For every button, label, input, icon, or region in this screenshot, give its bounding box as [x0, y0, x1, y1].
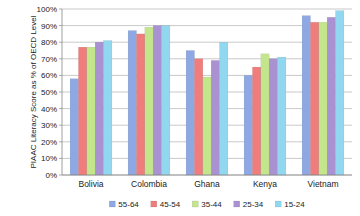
legend-label: 55-64 [118, 200, 139, 209]
bar [252, 67, 260, 175]
tick-label: 10% [41, 154, 57, 163]
tick-label: 90% [41, 22, 57, 31]
bar [269, 59, 277, 175]
bar [319, 22, 327, 175]
tick-mark [59, 158, 62, 159]
bar [310, 22, 318, 175]
tick-label: 100% [37, 5, 57, 14]
bar [203, 77, 211, 175]
legend-label: 45-54 [160, 200, 181, 209]
bar [336, 11, 344, 175]
legend-swatch [234, 201, 240, 207]
legend: 55-64 45-54 35-44 25-34 15-24 [109, 200, 305, 209]
legend-swatch [109, 201, 115, 207]
bar [211, 60, 219, 175]
bar [70, 79, 78, 175]
legend-swatch [151, 201, 157, 207]
bar [136, 34, 144, 175]
tick-mark [59, 92, 62, 93]
bar [194, 59, 202, 175]
bar [128, 31, 136, 175]
bar [153, 26, 161, 175]
bar [78, 47, 86, 175]
category-label: Kenya [253, 179, 277, 189]
legend-label: 15-24 [284, 200, 305, 209]
category-label: Bolivia [78, 179, 103, 189]
category-label: Vietnam [307, 179, 338, 189]
tick-label: 80% [41, 38, 57, 47]
tick-mark [59, 42, 62, 43]
bar [278, 57, 286, 175]
bar [220, 42, 228, 175]
category-label: Ghana [194, 179, 220, 189]
axis-title: PIAAC Literacy Score as % of OECD Level [29, 15, 38, 168]
tick-label: 70% [41, 55, 57, 64]
tick-mark [59, 25, 62, 26]
legend-label: 25-34 [243, 200, 264, 209]
tick-label: 40% [41, 105, 57, 114]
tick-label: 20% [41, 138, 57, 147]
tick-label: 50% [41, 88, 57, 97]
tick-label: 30% [41, 121, 57, 130]
category-label: Colombia [131, 179, 167, 189]
y-axis [62, 9, 63, 175]
tick-mark [59, 108, 62, 109]
chart: 0% 10% 20% 30% 40% 50% 60% 70% 80% 90% 100% Bolivia… [0, 0, 360, 216]
bar [145, 27, 153, 175]
grid-line [62, 175, 352, 176]
tick-mark [59, 58, 62, 59]
bar [87, 47, 95, 175]
tick-label: 0% [45, 171, 57, 180]
tick-mark [59, 125, 62, 126]
legend-swatch [275, 201, 281, 207]
bar [244, 75, 252, 175]
x-axis [62, 175, 352, 176]
bar [104, 41, 112, 175]
bar [327, 17, 335, 175]
tick-label: 60% [41, 71, 57, 80]
bar [95, 42, 103, 175]
bar [162, 26, 170, 175]
bar [186, 51, 194, 176]
axis-title-line: PIAAC Literacy Score as % of OECD Level [29, 15, 38, 168]
tick-mark [59, 9, 62, 10]
background [0, 0, 360, 216]
tick-mark [59, 175, 62, 176]
grid-line [62, 9, 352, 10]
bar [261, 54, 269, 175]
legend-label: 35-44 [201, 200, 222, 209]
tick-mark [59, 141, 62, 142]
legend-swatch [192, 201, 198, 207]
tick-mark [59, 75, 62, 76]
bar [302, 16, 310, 175]
